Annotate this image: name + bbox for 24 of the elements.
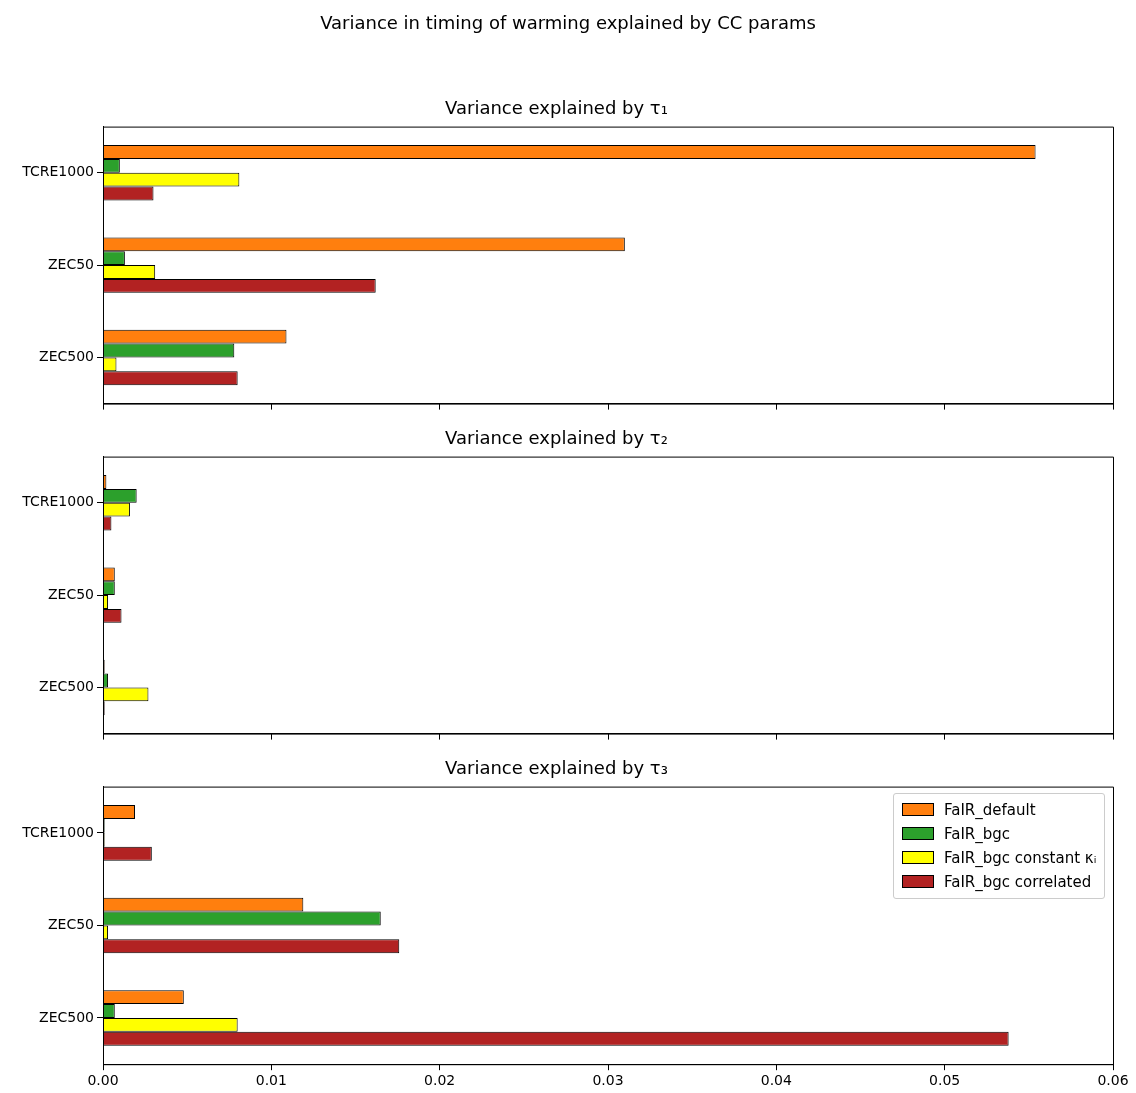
legend-label: FaIR_bgc correlated	[944, 872, 1092, 891]
y-tick-label: ZEC50	[47, 585, 94, 602]
y-tick-label: ZEC50	[47, 255, 94, 272]
x-tick-label: 0.03	[592, 1072, 624, 1089]
x-tick-label: 0.01	[255, 1072, 287, 1089]
y-tick-label: TCRE1000	[21, 493, 94, 510]
x-tick-label: 0.00	[87, 1072, 119, 1089]
y-tick-label: ZEC500	[39, 678, 94, 695]
chart-subtitle: Variance explained by τ₁	[445, 97, 668, 119]
chart-title: Variance explained by τ₃	[445, 757, 668, 779]
y-tick-label: ZEC500	[39, 1008, 94, 1025]
x-tick-label: 0.02	[424, 1072, 456, 1089]
y-tick-label: ZEC500	[39, 348, 94, 365]
y-tick-label: ZEC50	[47, 916, 94, 933]
chart-title: Variance in timing of warming explained by CC params	[319, 12, 817, 33]
y-tick-label: TCRE1000	[21, 823, 94, 840]
legend-label: FaIR_bgc constant κᵢ	[944, 848, 1097, 867]
y-tick-label: TCRE1000	[21, 163, 94, 180]
legend-label: FaIR_bgc	[944, 824, 1011, 843]
x-tick-label: 0.05	[929, 1072, 961, 1089]
x-tick-label: 0.04	[760, 1072, 793, 1089]
x-tick-label: 0.06	[1097, 1072, 1129, 1089]
legend-label: FaIR_default	[944, 800, 1036, 819]
chart-title: Variance explained by τ₂	[445, 427, 668, 449]
